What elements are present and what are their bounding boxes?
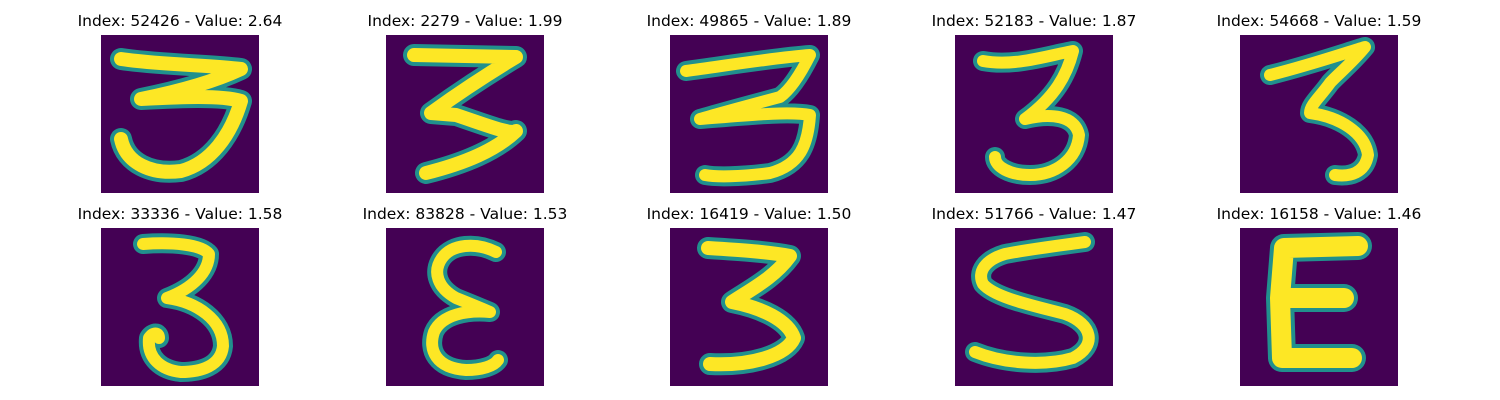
panel-value-label: Value: 1.59 [1334, 12, 1422, 30]
title-separator: - [1318, 12, 1335, 30]
title-separator: - [1033, 205, 1050, 223]
panel-title: Index: 52183 - Value: 1.87 [892, 12, 1176, 30]
panel-title: Index: 33336 - Value: 1.58 [38, 205, 322, 223]
panel-value-label: Value: 1.87 [1049, 12, 1137, 30]
three-thick-flat-top-icon [101, 35, 259, 193]
panel-index-label: Index: 51766 [931, 205, 1034, 223]
panel-value-label: Value: 1.89 [764, 12, 852, 30]
three-slanted-icon [1240, 35, 1398, 193]
panel-value-label: Value: 2.64 [195, 12, 283, 30]
five-like-three-icon [955, 228, 1113, 386]
three-narrow-icon [955, 35, 1113, 193]
panel-index-label: Index: 49865 [646, 12, 749, 30]
panel-title: Index: 16419 - Value: 1.50 [607, 205, 891, 223]
three-curled-tail-icon [101, 228, 259, 386]
panel-value-label: Value: 1.46 [1334, 205, 1422, 223]
title-separator: - [179, 12, 196, 30]
panel-title: Index: 51766 - Value: 1.47 [892, 205, 1176, 223]
panel-title: Index: 2279 - Value: 1.99 [323, 12, 607, 30]
title-separator: - [1318, 205, 1335, 223]
blocky-epsilon-icon [1240, 228, 1398, 386]
title-separator: - [464, 205, 481, 223]
panel-index-label: Index: 52183 [931, 12, 1034, 30]
panel-value-label: Value: 1.99 [475, 12, 563, 30]
panel-title: Index: 16158 - Value: 1.46 [1177, 205, 1461, 223]
panel-title: Index: 54668 - Value: 1.59 [1177, 12, 1461, 30]
panel-value-label: Value: 1.58 [195, 205, 283, 223]
panel-index-label: Index: 33336 [77, 205, 180, 223]
panel-index-label: Index: 2279 [367, 12, 460, 30]
panel-index-label: Index: 16419 [646, 205, 749, 223]
panel-title: Index: 49865 - Value: 1.89 [607, 12, 891, 30]
panel-index-label: Index: 16158 [1216, 205, 1319, 223]
title-separator: - [748, 12, 765, 30]
panel-title: Index: 52426 - Value: 2.64 [38, 12, 322, 30]
panel-value-label: Value: 1.47 [1049, 205, 1137, 223]
title-separator: - [748, 205, 765, 223]
three-wide-icon [670, 35, 828, 193]
panel-value-label: Value: 1.53 [480, 205, 568, 223]
panel-value-label: Value: 1.50 [764, 205, 852, 223]
panel-title: Index: 83828 - Value: 1.53 [323, 205, 607, 223]
epsilon-like-three-icon [386, 228, 544, 386]
three-thick-icon [670, 228, 828, 386]
title-separator: - [459, 12, 476, 30]
three-angular-icon [386, 35, 544, 193]
panel-index-label: Index: 83828 [362, 205, 465, 223]
panel-index-label: Index: 52426 [77, 12, 180, 30]
title-separator: - [1033, 12, 1050, 30]
panel-index-label: Index: 54668 [1216, 12, 1319, 30]
title-separator: - [179, 205, 196, 223]
